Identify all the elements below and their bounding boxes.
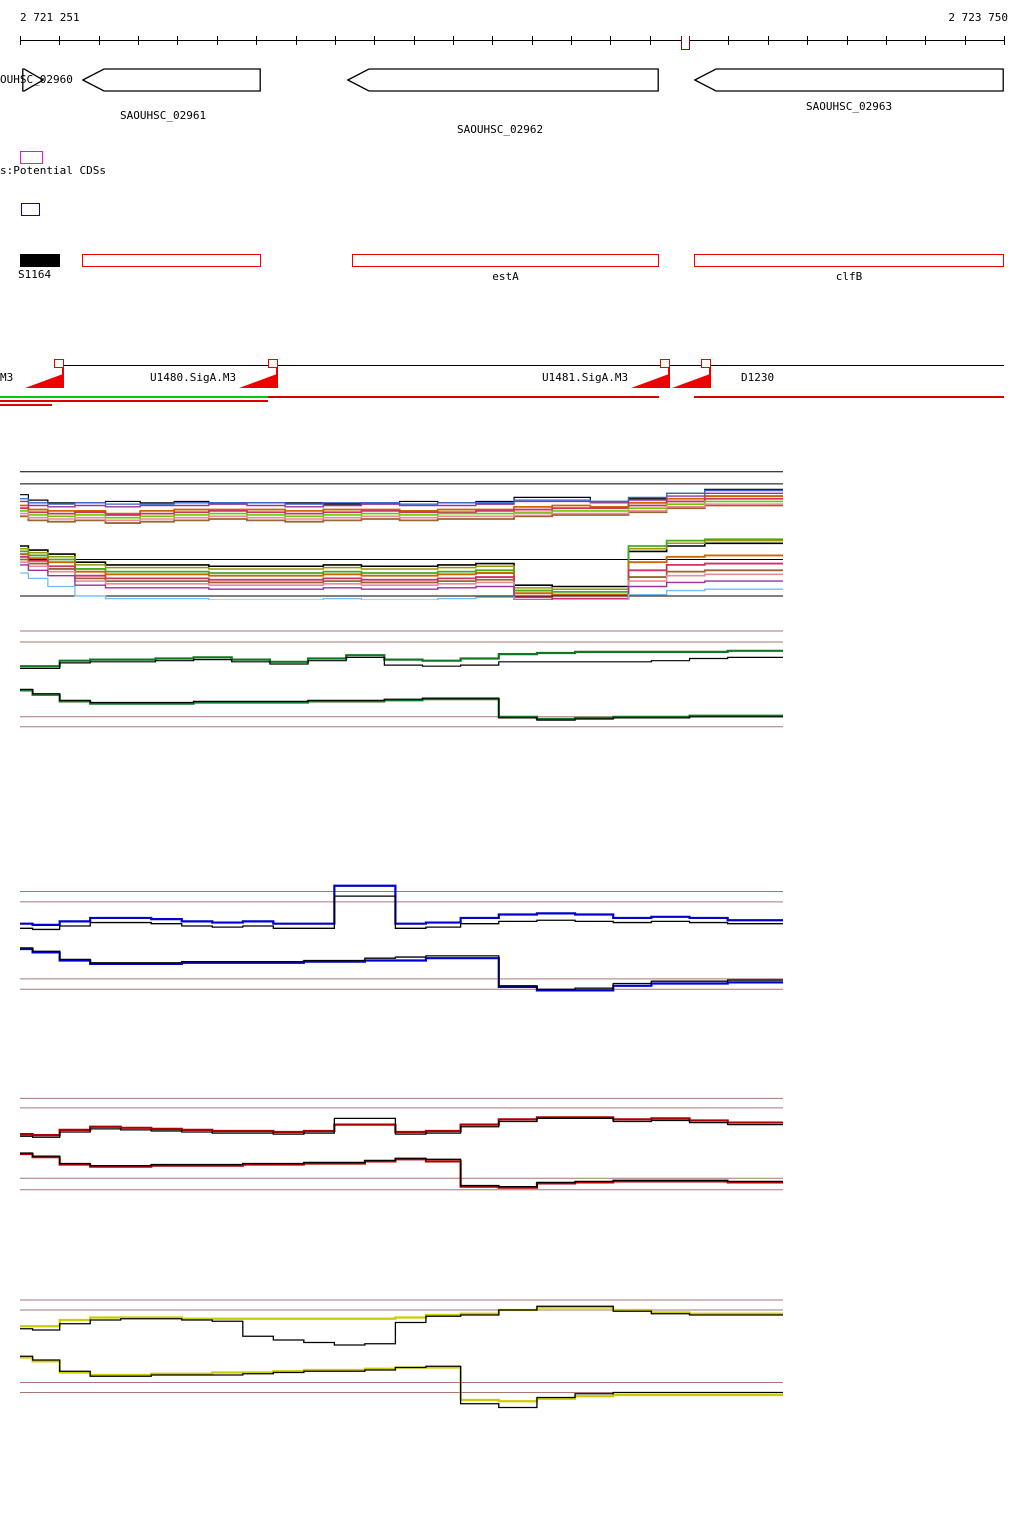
potential-cds-legend-label: s:Potential CDSs bbox=[0, 164, 106, 177]
gene-arrow-saouhsc_02961[interactable] bbox=[82, 68, 261, 92]
ruler-tick bbox=[610, 36, 612, 45]
ruler-tick bbox=[964, 36, 966, 45]
gene-arrow-saouhsc_02962[interactable] bbox=[347, 68, 659, 92]
ruler-tick bbox=[492, 36, 494, 45]
feature-bar-clfB[interactable] bbox=[694, 254, 1004, 267]
promoter-label: M3 bbox=[0, 371, 14, 384]
promoter-label: U1481.SigA.M3 bbox=[542, 371, 629, 384]
ruler-tick bbox=[1004, 36, 1005, 45]
ruler-tick bbox=[98, 36, 100, 45]
feature-label-estA: estA bbox=[492, 270, 519, 283]
siga-underline bbox=[0, 400, 268, 402]
panel-green bbox=[0, 620, 1024, 730]
ruler-tick bbox=[334, 36, 336, 45]
promoter-score-ramp bbox=[25, 374, 63, 388]
ruler-axis-line bbox=[20, 40, 1004, 41]
panel-blue bbox=[0, 880, 1024, 995]
gene-label-saouhsc_02963: SAOUHSC_02963 bbox=[806, 100, 893, 113]
blue-feature-legend-box bbox=[21, 203, 40, 216]
panel-red bbox=[0, 1090, 1024, 1195]
ruler-tick bbox=[256, 36, 258, 45]
black-feature-bar bbox=[20, 254, 60, 267]
ruler-tick bbox=[216, 36, 218, 45]
ruler-tick bbox=[413, 36, 415, 45]
siga-underline bbox=[0, 396, 268, 398]
ruler-tick bbox=[807, 36, 809, 45]
ruler-tick bbox=[452, 36, 454, 45]
promoter-score-ramp bbox=[672, 374, 710, 388]
feature-bar[interactable] bbox=[82, 254, 261, 267]
promoter-score-ramp bbox=[239, 374, 277, 388]
red-feature-track: estA clfB bbox=[0, 0, 1024, 290]
siga-underline bbox=[0, 404, 52, 406]
coord-label-left: 2 721 251 bbox=[20, 11, 80, 24]
siga-baseline bbox=[55, 365, 1004, 367]
promoter-box[interactable] bbox=[54, 359, 64, 368]
promoter-score-ramp bbox=[631, 374, 669, 388]
siga-underline bbox=[694, 396, 1004, 398]
promoter-box[interactable] bbox=[660, 359, 670, 368]
coord-label-right: 2 723 750 bbox=[948, 11, 1008, 24]
promoter-label: D1230 bbox=[741, 371, 775, 384]
ruler-position-marker[interactable] bbox=[681, 36, 691, 50]
promoter-box[interactable] bbox=[701, 359, 711, 368]
ruler-tick bbox=[925, 36, 927, 45]
ruler-tick bbox=[531, 36, 533, 45]
ruler-tick bbox=[571, 36, 573, 45]
feature-bar-estA[interactable] bbox=[352, 254, 659, 267]
gene-arrow-saouhsc_02963[interactable] bbox=[694, 68, 1004, 92]
black-feature-bar-label: S1164 bbox=[18, 268, 52, 281]
ruler-tick bbox=[20, 36, 21, 45]
ruler-tick bbox=[728, 36, 730, 45]
ruler-tick bbox=[295, 36, 297, 45]
promoter-box[interactable] bbox=[268, 359, 278, 368]
siga-promoter-track: M3 U1480.SigA.M3 U1481.SigA.M3 D1230 bbox=[0, 0, 1024, 420]
gene-arrow-saouhsc_02960[interactable] bbox=[22, 68, 44, 92]
panel-all-strains bbox=[0, 465, 1024, 600]
panel-yellow bbox=[0, 1285, 1024, 1410]
gene-label-saouhsc_02960: OUHSC_02960 bbox=[0, 73, 73, 86]
gene-label-saouhsc_02961: SAOUHSC_02961 bbox=[120, 109, 207, 122]
gene-label-saouhsc_02962: SAOUHSC_02962 bbox=[457, 123, 544, 136]
potential-cds-legend-box bbox=[20, 151, 43, 164]
ruler-tick bbox=[846, 36, 848, 45]
feature-label-clfB: clfB bbox=[835, 270, 863, 283]
ruler-tick bbox=[59, 36, 61, 45]
ruler-tick bbox=[138, 36, 140, 45]
siga-underline bbox=[268, 396, 659, 398]
ruler-tick bbox=[649, 36, 651, 45]
ruler-tick bbox=[177, 36, 179, 45]
gene-arrow-track: OUHSC_02960 SAOUHSC_02961 SAOUHSC_02962 SAO… bbox=[0, 0, 1024, 140]
ruler-tick bbox=[885, 36, 887, 45]
ruler-tick bbox=[767, 36, 769, 45]
promoter-label: U1480.SigA.M3 bbox=[150, 371, 237, 384]
ruler-tick bbox=[374, 36, 376, 45]
